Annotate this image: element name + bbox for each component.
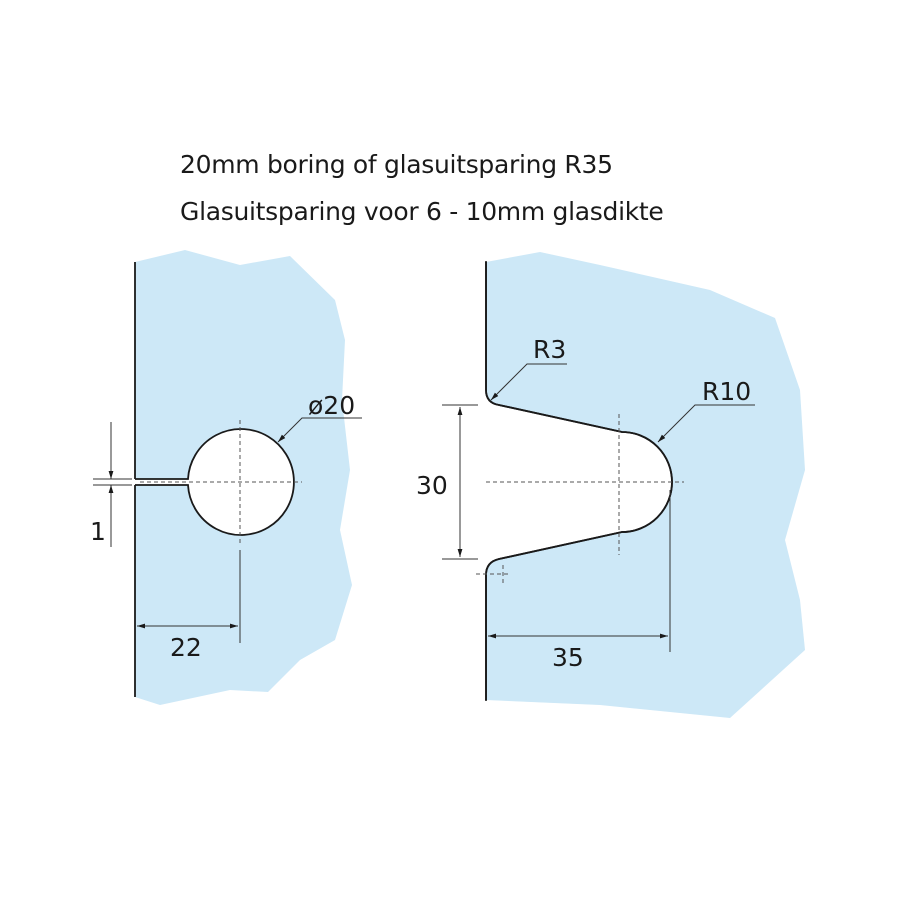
diameter-leader xyxy=(277,417,362,443)
title-line-1: 20mm boring of glasuitsparing R35 xyxy=(180,150,613,179)
slot-and-hole-cutout xyxy=(135,428,295,536)
left-glass-detail: 1 ø20 22 xyxy=(90,250,362,705)
r3-leader xyxy=(490,363,567,401)
right-glass-detail: R3 R10 30 35 xyxy=(410,252,805,718)
hole-centerlines xyxy=(140,420,302,545)
notch-centerlines xyxy=(476,414,684,584)
hole-diameter-label: ø20 xyxy=(308,391,355,420)
opening-width-dimension xyxy=(442,404,478,560)
r10-leader xyxy=(657,404,755,443)
right-outside-area xyxy=(410,255,486,715)
depth-label: 35 xyxy=(552,643,584,672)
edge-distance-dimension xyxy=(137,550,241,643)
slot-width-label: 1 xyxy=(90,517,106,546)
title-line-2: Glasuitsparing voor 6 - 10mm glasdikte xyxy=(180,197,664,226)
depth-dimension xyxy=(488,490,671,652)
end-radius-label: R10 xyxy=(702,377,751,406)
corner-radius-label: R3 xyxy=(533,335,566,364)
opening-width-label: 30 xyxy=(416,471,448,500)
edge-distance-label: 22 xyxy=(170,633,202,662)
slot-dimension xyxy=(93,422,132,547)
